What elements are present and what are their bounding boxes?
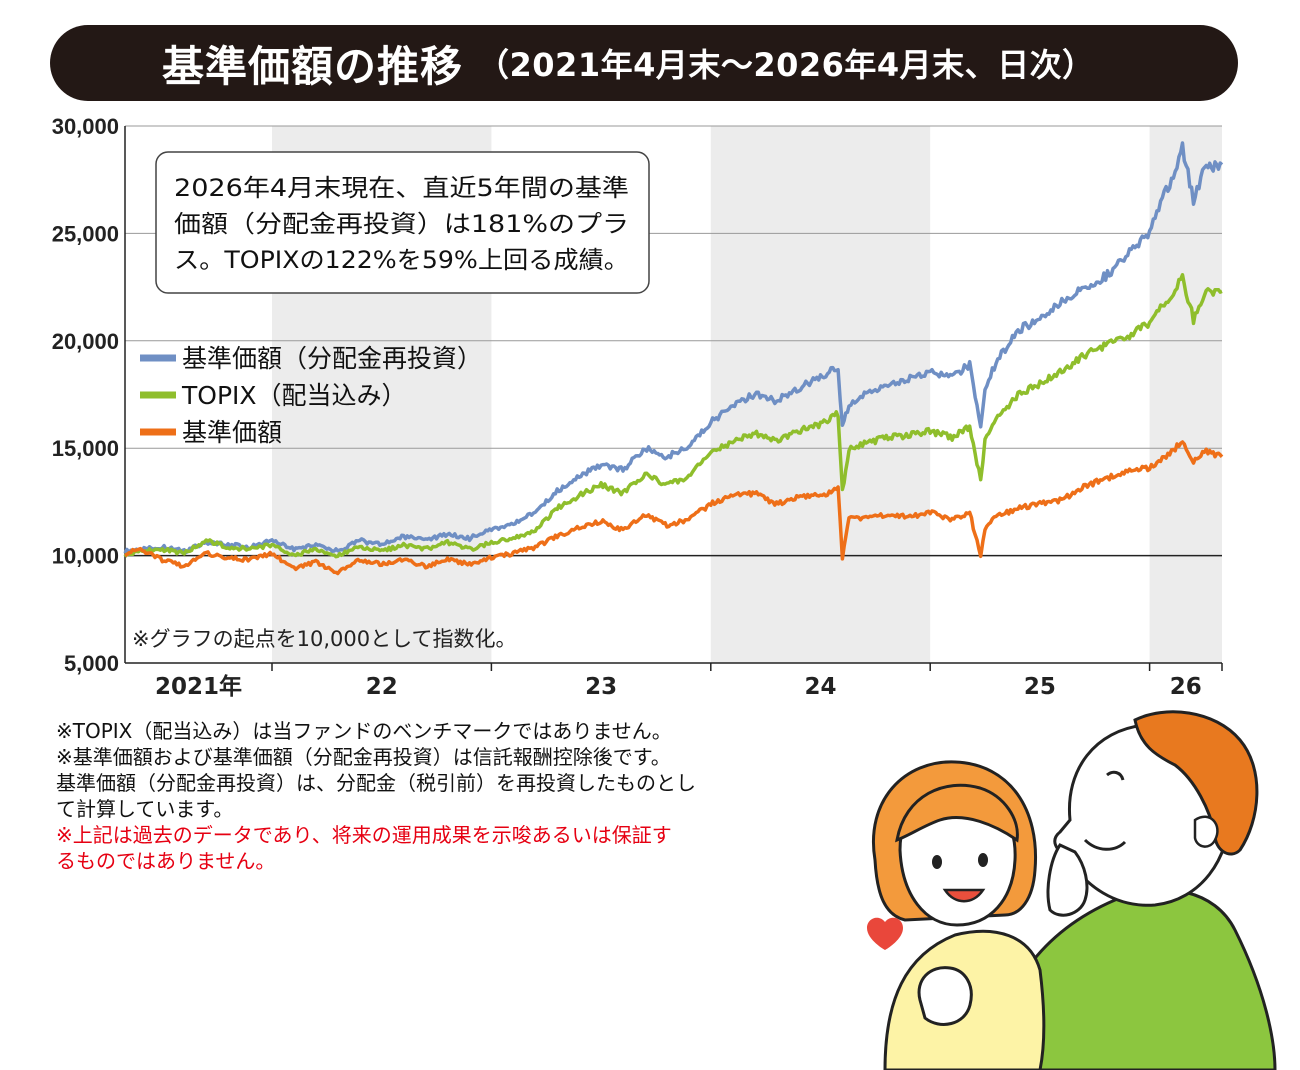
chart-subtitle: （2021年4月末〜2026年4月末、日次） (477, 46, 1095, 84)
year-band (710, 126, 931, 663)
callout-text: ス。TOPIXの122%を59%上回る成績。 (174, 246, 629, 274)
series-line (124, 440, 1224, 576)
callout-text: 価額（分配金再投資）は181%のプラ (174, 210, 629, 238)
legend-label: TOPIX（配当込み） (181, 381, 407, 410)
woman-hand (917, 966, 973, 1026)
warning-line: るものではありません。 (56, 849, 276, 873)
man-smile (1083, 838, 1127, 851)
warning-line: ※上記は過去のデータであり、将来の運用成果を示唆あるいは保証す (56, 823, 672, 847)
y-tick-label: 5,000 (64, 651, 119, 676)
x-tick-label: 26 (1170, 674, 1202, 700)
man-hair (1133, 710, 1259, 856)
line-chart: 5,000 10,000 15,000 20,000 25,000 30,000 2021年… (52, 114, 1224, 700)
chart-title-bar: 基準価額の推移 （2021年4月末〜2026年4月末、日次） (50, 25, 1238, 101)
y-tick-label: 10,000 (52, 544, 119, 569)
year-band (1149, 126, 1222, 663)
y-tick-label: 15,000 (52, 436, 119, 461)
legend-label: 基準価額（分配金再投資） (182, 344, 482, 373)
series-line (123, 141, 1224, 555)
x-tick-label: 24 (804, 674, 836, 700)
x-tick-label: 22 (366, 674, 398, 700)
footnote-line: ※TOPIX（配当込み）は当ファンドのベンチマークではありません。 (56, 719, 672, 743)
x-tick-label: 25 (1024, 674, 1056, 700)
legend: 基準価額（分配金再投資） TOPIX（配当込み） 基準価額 (140, 344, 482, 447)
footnote-line: ※基準価額および基準価額（分配金再投資）は信託報酬控除後です。 (56, 745, 671, 769)
woman-bangs (895, 783, 1019, 843)
x-tick-label: 23 (585, 674, 617, 700)
man-ear (1193, 815, 1219, 848)
y-tick-label: 25,000 (52, 221, 119, 246)
callout-text: 2026年4月末現在、直近5年間の基準 (174, 174, 629, 202)
woman-eye-left (932, 855, 942, 869)
woman-mouth (942, 888, 986, 903)
callout-frame (155, 151, 650, 294)
man-hand (1046, 843, 1089, 917)
footnotes: ※TOPIX（配当込み）は当ファンドのベンチマークではありません。 ※基準価額お… (56, 718, 836, 874)
chart-title: 基準価額の推移 (162, 41, 464, 91)
man-eye (1106, 770, 1125, 781)
y-tick-label: 30,000 (52, 114, 119, 139)
y-tick-label: 20,000 (52, 329, 119, 354)
couple-illustration (867, 710, 1277, 1070)
series-line (123, 273, 1223, 559)
footnote-line: 基準価額（分配金再投資）は、分配金（税引前）を再投資したものとし (56, 771, 696, 795)
woman-eye-right (978, 853, 988, 867)
footnote-line: て計算しています。 (56, 797, 234, 821)
chart-note: ※グラフの起点を10,000として指数化。 (132, 627, 516, 651)
x-tick-label: 2021年 (155, 673, 242, 700)
callout-box: 2026年4月末現在、直近5年間の基準価額（分配金再投資）は181%のプラス。T… (155, 151, 650, 294)
legend-label: 基準価額 (182, 418, 282, 447)
heart-icon (867, 917, 903, 950)
